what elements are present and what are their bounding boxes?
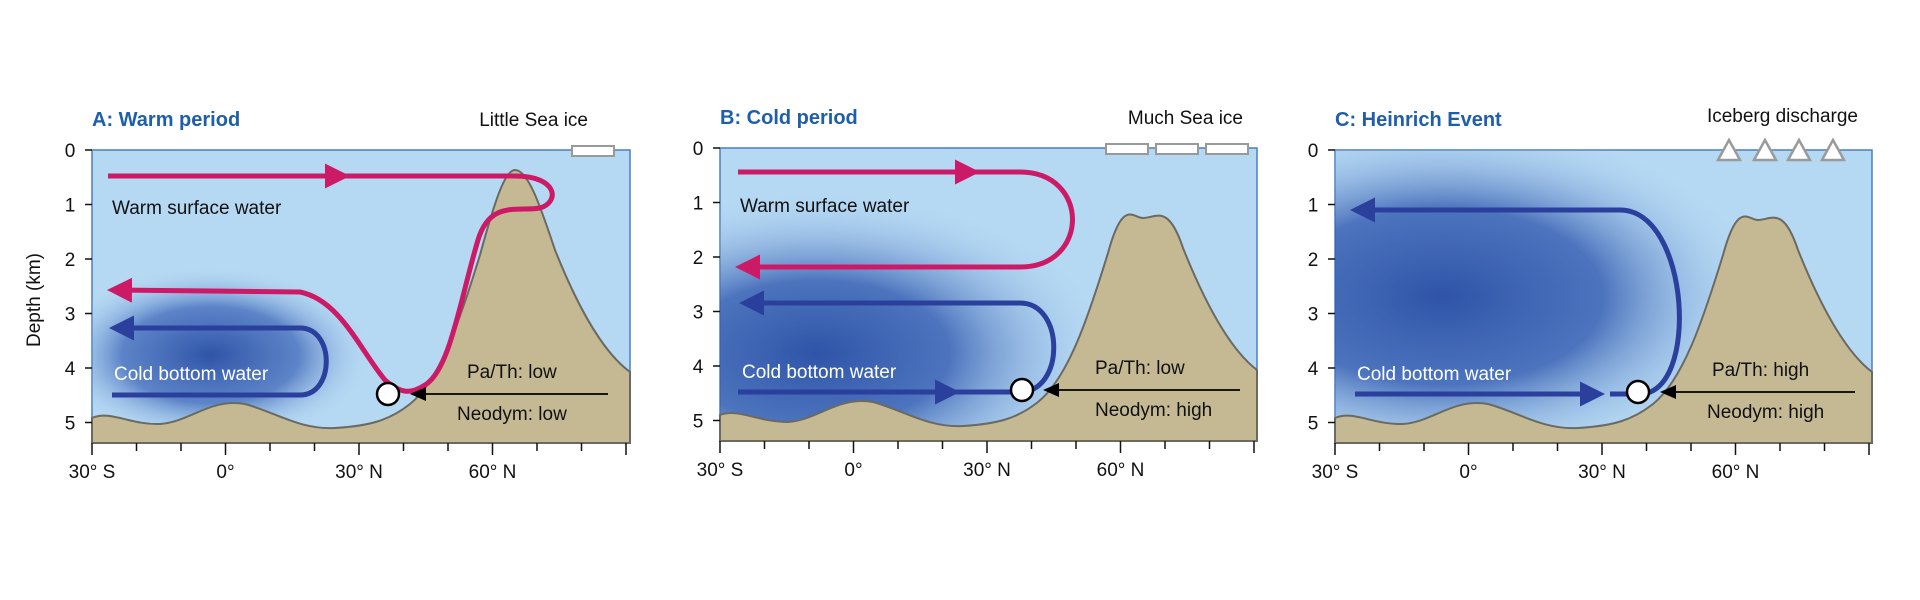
iceberg-icon (1785, 137, 1813, 162)
sea-ice-b-1 (1105, 143, 1149, 155)
lat-tick-label: 30° S (69, 462, 116, 483)
depth-axis-a: 0 1 2 3 4 5 (65, 141, 92, 435)
y-axis-title: Depth (km) (24, 253, 45, 347)
core-site-b (1009, 377, 1035, 403)
neodym-label-b: Neodym: high (1095, 400, 1212, 421)
bottom-water-label-b: Cold bottom water (742, 362, 897, 383)
lat-tick-label: 0° (1459, 462, 1477, 483)
depth-tick-label: 3 (693, 303, 704, 324)
iceberg-icon (1819, 137, 1847, 162)
surface-water-label-a: Warm surface water (112, 198, 282, 219)
depth-tick-label: 5 (693, 412, 704, 433)
depth-tick-label: 2 (65, 250, 76, 271)
panel-title-c: C: Heinrich Event (1335, 109, 1502, 131)
core-site-c (1625, 379, 1651, 405)
depth-tick-label: 0 (693, 139, 704, 160)
pa-th-label-c: Pa/Th: high (1712, 360, 1809, 381)
depth-tick-label: 3 (1308, 305, 1319, 326)
depth-axis-b: 0 1 2 3 4 5 (693, 139, 720, 433)
panel-b: B: Cold period Much Sea ice Warm surface… (693, 107, 1258, 481)
depth-tick-label: 4 (1308, 359, 1319, 380)
lat-tick-label: 30° S (1312, 462, 1359, 483)
depth-tick-label: 5 (65, 414, 76, 435)
proxy-arrowhead-c (1660, 385, 1676, 399)
sea-ice-b-2 (1155, 143, 1199, 155)
surface-feature-a: Little Sea ice (479, 110, 588, 131)
lat-tick-label: 30° N (1578, 462, 1626, 483)
lat-tick-label: 60° N (469, 462, 517, 483)
depth-tick-label: 3 (65, 305, 76, 326)
panel-title-a: A: Warm period (92, 109, 240, 131)
sea-ice-a (571, 145, 615, 157)
depth-tick-label: 4 (693, 357, 704, 378)
panel-title-b: B: Cold period (720, 107, 858, 129)
lat-tick-label: 30° N (963, 460, 1011, 481)
pa-th-label-b: Pa/Th: low (1095, 358, 1185, 379)
bottom-water-label-a: Cold bottom water (114, 364, 269, 385)
neodym-label-a: Neodym: low (457, 404, 567, 425)
proxy-arrowhead-a (410, 387, 426, 401)
iceberg-icons (1715, 137, 1847, 162)
lat-tick-label: 60° N (1712, 462, 1760, 483)
sea-ice-b-3 (1205, 143, 1249, 155)
surface-feature-c: Iceberg discharge (1707, 106, 1858, 127)
depth-tick-label: 2 (693, 248, 704, 269)
warm-current-b (735, 169, 1075, 280)
lat-tick-label: 0° (844, 460, 862, 481)
proxy-arrowhead-b (1043, 383, 1059, 397)
iceberg-icon (1751, 137, 1779, 162)
surface-water-label-b: Warm surface water (740, 196, 910, 217)
lat-tick-label: 0° (216, 462, 234, 483)
iceberg-icon (1715, 137, 1743, 162)
depth-axis-c: 0 1 2 3 4 5 (1308, 141, 1335, 435)
warm-current-a (107, 173, 555, 394)
cold-current-a (109, 315, 329, 398)
lat-axis-a: 30° S 0° 30° N 60° N (69, 443, 627, 483)
depth-tick-label: 1 (693, 194, 704, 215)
panel-a: A: Warm period Little Sea ice Warm surfa… (65, 109, 631, 483)
seafloor-c (1334, 215, 1873, 444)
surface-feature-b: Much Sea ice (1128, 108, 1243, 129)
lat-axis-c: 30° S 0° 30° N 60° N (1312, 443, 1870, 483)
neodym-label-c: Neodym: high (1707, 402, 1824, 423)
depth-tick-label: 0 (1308, 141, 1319, 162)
cold-current-c (1350, 197, 1682, 397)
bottom-water-label-c: Cold bottom water (1357, 364, 1512, 385)
depth-tick-label: 4 (65, 359, 76, 380)
depth-tick-label: 1 (65, 196, 76, 217)
seafloor-b (719, 213, 1258, 442)
depth-tick-label: 5 (1308, 414, 1319, 435)
depth-tick-label: 1 (1308, 196, 1319, 217)
depth-tick-label: 2 (1308, 250, 1319, 271)
panel-c: C: Heinrich Event Iceberg discharge Cold… (1308, 106, 1873, 483)
depth-tick-label: 0 (65, 141, 76, 162)
lat-tick-label: 30° S (697, 460, 744, 481)
lat-tick-label: 30° N (335, 462, 383, 483)
core-site-a (375, 381, 401, 407)
lat-tick-label: 60° N (1097, 460, 1145, 481)
lat-axis-b: 30° S 0° 30° N 60° N (697, 441, 1255, 481)
pa-th-label-a: Pa/Th: low (467, 362, 557, 383)
